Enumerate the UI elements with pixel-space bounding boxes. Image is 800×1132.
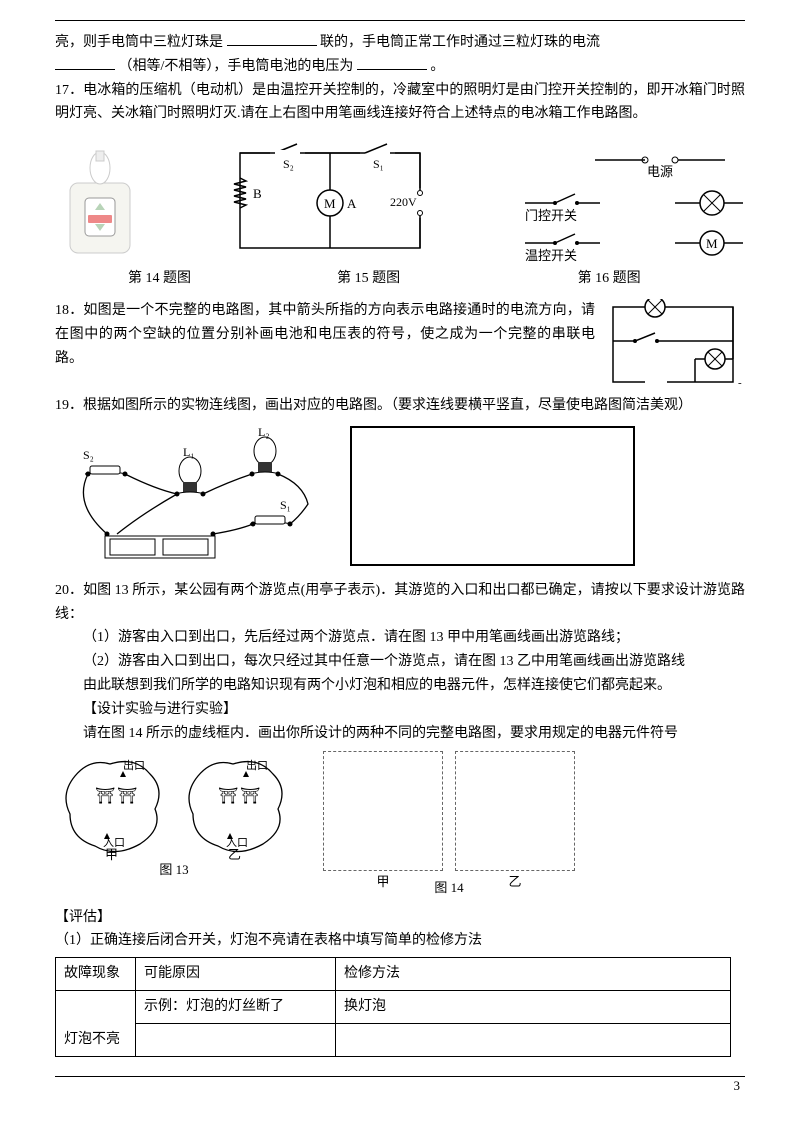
table-header-row: 故障现象 可能原因 检修方法 <box>56 958 731 991</box>
q16-text-1: 亮，则手电筒中三粒灯珠是 <box>55 35 223 50</box>
a-label: A <box>347 196 357 211</box>
td-phenomenon: 灯泡不亮 <box>56 990 136 1056</box>
q19-text: 19．根据如图所示的实物连线图，画出对应的电路图。（要求连线要横平竖直，尽量使电… <box>55 394 745 418</box>
q20-intro: 20．如图 13 所示，某公园有两个游览点(用亭子表示)．其游览的入口和出口都已… <box>55 579 745 627</box>
fig14-caption: 图 14 <box>434 877 463 899</box>
s1-label: S₁ <box>280 498 291 512</box>
b-label: B <box>253 186 262 201</box>
q20-h1: 【设计实验与进行实验】 <box>55 698 745 722</box>
page-number: 3 <box>734 1075 741 1097</box>
exit-label-2: 出口 <box>246 758 268 772</box>
th-cause: 可能原因 <box>136 958 336 991</box>
td-fix: 换灯泡 <box>336 990 731 1023</box>
exit-label: 出口 <box>123 758 145 772</box>
fig-15: S₂ S₁ B M A 220V <box>225 138 435 263</box>
dashed-box-yi <box>455 751 575 871</box>
top-rule <box>55 20 745 21</box>
motor-label: M <box>706 236 718 251</box>
q20-p1: （1）游客由入口到出口，先后经过两个游览点．请在图 13 甲中用笔画线画出游览路… <box>55 626 745 650</box>
temp-label: 温控开关 <box>525 248 577 263</box>
q16-continuation: 亮，则手电筒中三粒灯珠是 联的，手电筒正常工作时通过三粒灯珠的电流 （相等/不相… <box>55 31 745 79</box>
fig-captions: 第 14 题图 第 15 题图 第 16 题图 <box>55 267 745 291</box>
blank-3 <box>357 56 427 70</box>
q16-text-3: （相等/不相等），手电筒电池的电压为 <box>119 59 354 74</box>
q19-figures: L₁ L₂ S₂ S₁ <box>55 426 745 571</box>
q19-physical-icon: L₁ L₂ S₂ S₁ <box>55 426 335 571</box>
l1-label: L₁ <box>183 445 195 459</box>
pavilion-1: ⛩ <box>95 787 115 805</box>
fig13-group: ⛩ ⛩ 出口 入口 甲 ⛩ ⛩ 出口 入口 乙 图 13 <box>55 751 293 881</box>
troubleshoot-table: 故障现象 可能原因 检修方法 灯泡不亮 示例：灯泡的灯丝断了 换灯泡 <box>55 957 731 1056</box>
minus-sign: - <box>738 377 742 389</box>
socket-icon <box>55 143 145 263</box>
q20-p3: 由此联想到我们所学的电路知识现有两个小灯泡和相应的电器元件，怎样连接使它们都亮起… <box>55 674 745 698</box>
yi-label: 乙 <box>228 847 241 861</box>
fig14-group: 甲 乙 图 14 <box>323 751 575 899</box>
l2-label: L₂ <box>258 426 270 439</box>
th-fix: 检修方法 <box>336 958 731 991</box>
park-jia-icon: ⛩ ⛩ 出口 入口 甲 <box>55 751 170 861</box>
power-label: 电源 <box>647 164 673 179</box>
s1-label: S₁ <box>373 157 384 171</box>
v-label: 220V <box>390 195 417 209</box>
dashed-box-jia <box>323 751 443 871</box>
circuit-16-icon: 电源 门控开关 温控开关 M <box>515 148 745 263</box>
s2-label: S₂ <box>283 157 294 171</box>
blank-2 <box>55 56 115 70</box>
fig-16: 电源 门控开关 温控开关 M <box>515 148 745 263</box>
park-yi-icon: ⛩ ⛩ 出口 入口 乙 <box>178 751 293 861</box>
q19-answer-box <box>350 426 635 566</box>
circuit-15-icon: S₂ S₁ B M A 220V <box>225 138 435 263</box>
pavilion-3: ⛩ <box>218 787 238 805</box>
blank-1 <box>227 32 317 46</box>
jia-label-2: 甲 <box>376 871 389 893</box>
cap-14: 第 14 题图 <box>55 267 264 291</box>
figure-row-14-15-16: S₂ S₁ B M A 220V <box>55 138 745 263</box>
yi-label-2: 乙 <box>508 871 521 893</box>
td-empty-1 <box>136 1023 336 1056</box>
q20-p2: （2）游客由入口到出口，每次只经过其中任意一个游览点，请在图 13 乙中用笔画线… <box>55 650 745 674</box>
q18-circuit-icon: - <box>605 299 745 394</box>
pavilion-2: ⛩ <box>117 787 137 805</box>
s2-label: S₂ <box>83 448 94 462</box>
th-phenomenon: 故障现象 <box>56 958 136 991</box>
fig13-caption: 图 13 <box>159 859 188 881</box>
td-empty-2 <box>336 1023 731 1056</box>
q18-text: 18．如图是一个不完整的电路图，其中箭头所指的方向表示电路接通时的电流方向，请在… <box>55 299 595 370</box>
cap-16: 第 16 题图 <box>473 267 745 291</box>
q18-block: 18．如图是一个不完整的电路图，其中箭头所指的方向表示电路接通时的电流方向，请在… <box>55 299 745 394</box>
q20-figures: ⛩ ⛩ 出口 入口 甲 ⛩ ⛩ 出口 入口 乙 图 13 <box>55 751 745 899</box>
jia-label: 甲 <box>105 847 118 861</box>
door-label: 门控开关 <box>525 208 577 223</box>
q20-eval: （1）正确连接后闭合开关，灯泡不亮请在表格中填写简单的检修方法 <box>55 929 745 953</box>
footer-rule <box>55 1076 745 1077</box>
m-label: M <box>324 196 336 211</box>
q20-p4: 请在图 14 所示的虚线框内．画出你所设计的两种不同的完整电路图，要求用规定的电… <box>55 722 745 746</box>
q17-text: 17．电冰箱的压缩机（电动机）是由温控开关控制的，冷藏室中的照明灯是由门控开关控… <box>55 79 745 127</box>
q16-text-2: 联的，手电筒正常工作时通过三粒灯珠的电流 <box>320 35 600 50</box>
cap-15: 第 15 题图 <box>264 267 473 291</box>
table-row: 灯泡不亮 示例：灯泡的灯丝断了 换灯泡 <box>56 990 731 1023</box>
td-cause: 示例：灯泡的灯丝断了 <box>136 990 336 1023</box>
fig-14 <box>55 143 145 263</box>
q20-h2: 【评估】 <box>55 906 745 930</box>
table-row <box>56 1023 731 1056</box>
pavilion-4: ⛩ <box>240 787 260 805</box>
q16-text-4: 。 <box>430 59 444 74</box>
